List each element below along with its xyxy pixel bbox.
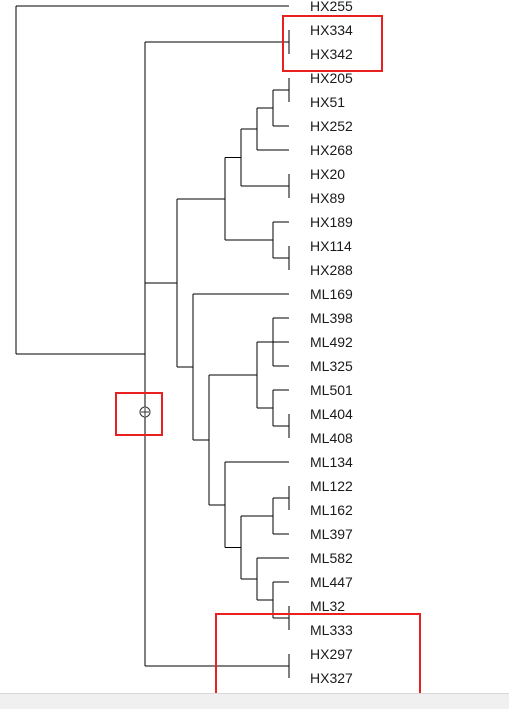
leaf-label-ml447[interactable]: ML447 [310, 574, 353, 590]
leaf-label-ml134[interactable]: ML134 [310, 454, 353, 470]
leaf-label-ml397[interactable]: ML397 [310, 526, 353, 542]
leaf-label-ml408[interactable]: ML408 [310, 430, 353, 446]
leaf-label-hx288[interactable]: HX288 [310, 262, 353, 278]
tree-branches [15, 5, 290, 678]
leaf-label-ml492[interactable]: ML492 [310, 334, 353, 350]
leaf-label-hx327[interactable]: HX327 [310, 670, 353, 686]
leaf-label-hx268[interactable]: HX268 [310, 142, 353, 158]
highlight-box-root-node [115, 392, 163, 436]
leaf-label-ml162[interactable]: ML162 [310, 502, 353, 518]
leaf-label-ml404[interactable]: ML404 [310, 406, 353, 422]
leaf-label-hx114[interactable]: HX114 [310, 238, 352, 254]
leaf-label-hx89[interactable]: HX89 [310, 190, 345, 206]
leaf-label-hx20[interactable]: HX20 [310, 166, 345, 182]
highlight-box-ml333-hx327 [215, 613, 421, 693]
leaf-label-hx255[interactable]: HX255 [310, 0, 353, 14]
highlight-box-hx334-hx342 [282, 15, 383, 72]
leaf-label-hx189[interactable]: HX189 [310, 214, 353, 230]
leaf-label-ml582[interactable]: ML582 [310, 550, 353, 566]
leaf-label-ml398[interactable]: ML398 [310, 310, 353, 326]
leaf-label-ml333[interactable]: ML333 [310, 622, 353, 638]
leaf-label-hx252[interactable]: HX252 [310, 118, 353, 134]
leaf-label-ml122[interactable]: ML122 [310, 478, 353, 494]
leaf-label-ml32[interactable]: ML32 [310, 598, 345, 614]
tree-canvas: HX255 HX334 HX342 HX205 HX51 HX252 HX268 HX20 HX… [15, 0, 421, 693]
leaf-labels: HX255 HX334 HX342 HX205 HX51 HX252 HX268 HX20 HX… [310, 0, 353, 686]
leaf-label-hx334[interactable]: HX334 [310, 22, 353, 38]
leaf-label-ml169[interactable]: ML169 [310, 286, 353, 302]
root-node-handle[interactable] [139, 406, 151, 418]
horizontal-scrollbar[interactable] [0, 693, 509, 709]
leaf-label-ml501[interactable]: ML501 [310, 382, 353, 398]
leaf-label-ml325[interactable]: ML325 [310, 358, 353, 374]
leaf-label-hx297[interactable]: HX297 [310, 646, 353, 662]
highlight-boxes [115, 15, 421, 693]
leaf-label-hx51[interactable]: HX51 [310, 94, 345, 110]
phylogenetic-tree-view: HX255 HX334 HX342 HX205 HX51 HX252 HX268 HX20 HX… [15, 0, 421, 693]
leaf-label-hx342[interactable]: HX342 [310, 46, 353, 62]
leaf-label-hx205[interactable]: HX205 [310, 70, 353, 86]
